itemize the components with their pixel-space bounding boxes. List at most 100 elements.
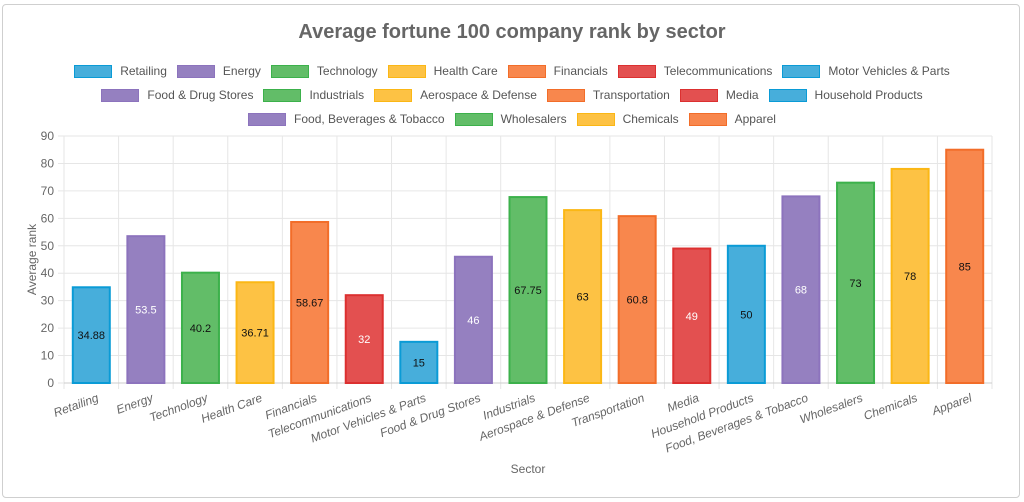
chart-title: Average fortune 100 company rank by sect… — [298, 21, 726, 43]
bar — [890, 167, 930, 384]
y-tick-label: 70 — [41, 184, 55, 198]
chart-card — [2, 4, 1020, 498]
data-label: 36.71 — [241, 328, 269, 340]
data-label: 32 — [358, 334, 370, 346]
legend-swatch — [688, 112, 727, 126]
y-tick-label: 10 — [41, 349, 55, 363]
data-label: 63 — [576, 292, 588, 304]
legend-label: Technology — [316, 64, 378, 78]
legend-label: Health Care — [433, 64, 498, 78]
legend-swatch — [387, 64, 426, 78]
bar — [617, 215, 657, 384]
bar — [726, 244, 766, 384]
data-label: 67.75 — [514, 285, 542, 297]
legend-swatch — [507, 64, 546, 78]
legend-row: Food & Drug Stores Industrials Aerospace &… — [0, 88, 1024, 102]
legend-item[interactable]: Chemicals — [576, 112, 679, 126]
bar — [399, 340, 439, 385]
data-label: 50 — [740, 309, 752, 321]
legend-label: Telecommunications — [663, 64, 773, 78]
legend-item[interactable]: Technology — [270, 64, 378, 78]
data-label: 78 — [904, 271, 916, 283]
bar — [180, 271, 220, 385]
y-tick-label: 80 — [41, 156, 55, 170]
x-tick-label: Wholesalers — [798, 391, 865, 427]
legend-item[interactable]: Food, Beverages & Tobacco — [248, 112, 445, 126]
y-tick-label: 90 — [41, 129, 55, 143]
legend-swatch — [782, 64, 821, 78]
y-tick-label: 50 — [41, 239, 55, 253]
y-axis-title: Average rank — [25, 223, 39, 295]
legend-swatch — [74, 64, 113, 78]
legend-item[interactable]: Household Products — [768, 88, 923, 102]
y-tick-label: 20 — [41, 321, 55, 335]
legend-swatch — [263, 88, 302, 102]
data-label: 73 — [849, 278, 861, 290]
bar — [290, 220, 330, 384]
legend-label: Apparel — [734, 112, 776, 126]
legend-swatch — [176, 64, 215, 78]
legend-item[interactable]: Aerospace & Defense — [374, 88, 537, 102]
legend-item[interactable]: Retailing — [74, 64, 167, 78]
legend-label: Food, Beverages & Tobacco — [294, 112, 445, 126]
legend-swatch — [546, 88, 585, 102]
data-label: 40.2 — [190, 323, 211, 335]
data-label: 85 — [959, 261, 971, 273]
legend-item[interactable]: Motor Vehicles & Parts — [782, 64, 950, 78]
legend-item[interactable]: Wholesalers — [454, 112, 567, 126]
bar — [781, 195, 821, 384]
bar — [672, 247, 712, 384]
x-tick-label: Health Care — [199, 391, 264, 426]
bar — [563, 209, 603, 384]
data-label: 60.8 — [626, 295, 647, 307]
x-tick-label: Chemicals — [862, 391, 919, 423]
x-tick-label: Apparel — [929, 391, 974, 419]
data-label: 53.5 — [135, 305, 156, 317]
data-label: 15 — [413, 357, 425, 369]
x-axis-title: Sector — [511, 462, 546, 476]
legend-label: Aerospace & Defense — [420, 88, 537, 102]
legend-swatch — [454, 112, 493, 126]
bar — [126, 235, 166, 384]
bar — [508, 196, 548, 384]
legend-row: Food, Beverages & Tobacco Wholesalers Chem… — [0, 112, 1024, 126]
bar — [344, 294, 384, 384]
legend-swatch — [617, 64, 656, 78]
bar — [836, 181, 876, 384]
y-tick-label: 0 — [47, 376, 54, 390]
bar — [453, 255, 493, 384]
legend-item[interactable]: Telecommunications — [617, 64, 773, 78]
data-label: 58.67 — [296, 297, 324, 309]
legend-label: Media — [725, 88, 759, 102]
legend-item[interactable]: Food & Drug Stores — [101, 88, 253, 102]
x-tick-label: Retailing — [52, 391, 101, 420]
legend-item[interactable]: Energy — [176, 64, 261, 78]
legend-label: Energy — [222, 64, 261, 78]
y-tick-label: 40 — [41, 266, 55, 280]
legend-item[interactable]: Transportation — [546, 88, 670, 102]
legend-item[interactable]: Financials — [507, 64, 608, 78]
data-label: 68 — [795, 285, 807, 297]
y-tick-label: 30 — [41, 294, 55, 308]
bar — [235, 281, 275, 384]
legend-swatch — [270, 64, 309, 78]
y-tick-label: 60 — [41, 211, 55, 225]
legend-label: Transportation — [592, 88, 670, 102]
legend-label: Food & Drug Stores — [147, 88, 254, 102]
legend-item[interactable]: Apparel — [688, 112, 776, 126]
bar — [945, 148, 985, 384]
legend-label: Wholesalers — [500, 112, 567, 126]
legend-swatch — [248, 112, 287, 126]
legend-swatch — [768, 88, 807, 102]
legend-item[interactable]: Health Care — [387, 64, 498, 78]
legend-item[interactable]: Industrials — [263, 88, 364, 102]
legend-item[interactable]: Media — [679, 88, 759, 102]
legend-swatch — [374, 88, 413, 102]
legend-swatch — [679, 88, 718, 102]
data-label: 34.88 — [78, 330, 106, 342]
data-label: 46 — [467, 315, 479, 327]
legend-label: Motor Vehicles & Parts — [828, 64, 950, 78]
legend-label: Industrials — [309, 88, 365, 102]
legend-label: Household Products — [814, 88, 923, 102]
